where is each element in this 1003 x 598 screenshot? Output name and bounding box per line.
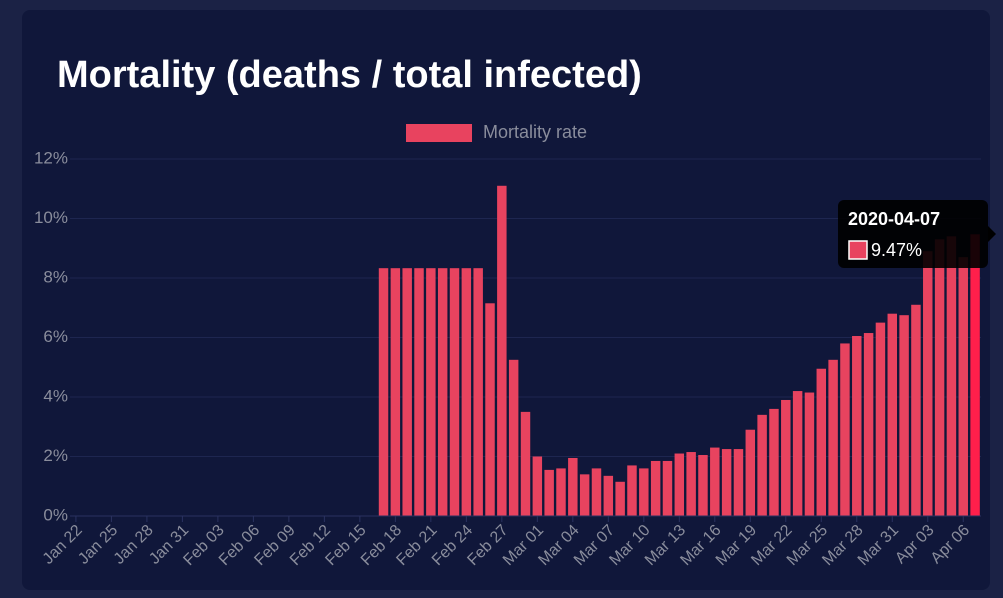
y-tick-label: 8% [43, 267, 68, 286]
bar [568, 457, 578, 516]
bar [721, 449, 732, 516]
bar [863, 333, 874, 516]
y-tick-label: 6% [43, 327, 68, 346]
bar [473, 268, 483, 516]
legend-swatch [406, 124, 472, 142]
bar [934, 239, 945, 516]
bar [970, 234, 980, 516]
bar [485, 303, 495, 516]
bar [437, 268, 448, 516]
bar [615, 481, 625, 516]
bar [674, 453, 685, 516]
bar [698, 455, 708, 516]
bar [946, 236, 957, 516]
bar [745, 429, 756, 516]
bar [828, 359, 838, 516]
bar [816, 368, 827, 516]
y-tick-label: 10% [34, 208, 68, 227]
bar [461, 268, 472, 516]
chart-title: Mortality (deaths / total infected) [57, 54, 642, 96]
bar [378, 268, 389, 516]
bar [520, 411, 531, 516]
bar [497, 185, 507, 516]
y-tick-label: 2% [43, 446, 68, 465]
y-tick-label: 0% [43, 505, 68, 524]
bar [508, 359, 519, 516]
bar [662, 460, 673, 516]
bar [887, 313, 897, 516]
bar [840, 343, 850, 516]
bar [639, 468, 649, 516]
bar [650, 460, 661, 516]
bar [769, 408, 779, 516]
bar [852, 336, 862, 516]
y-tick-label: 4% [43, 386, 68, 405]
bar [710, 447, 720, 516]
tooltip-arrow [988, 226, 996, 242]
bar [532, 456, 543, 516]
bar [414, 268, 424, 516]
tooltip-swatch [848, 240, 868, 260]
bar [733, 449, 744, 516]
bar [402, 268, 412, 516]
bar [591, 468, 602, 516]
bar [579, 474, 590, 516]
bar [449, 268, 460, 516]
bar [556, 468, 566, 516]
y-tick-label: 12% [34, 148, 68, 167]
tooltip-box [838, 200, 988, 268]
bar [390, 268, 401, 516]
bar [804, 392, 815, 516]
tooltip-value: 9.47% [871, 240, 922, 260]
legend-label: Mortality rate [483, 122, 587, 142]
bar [958, 257, 968, 516]
bar [686, 452, 696, 516]
bar [544, 469, 554, 516]
bar [757, 414, 767, 516]
bar [923, 251, 933, 516]
bar [875, 322, 886, 516]
bar [911, 304, 921, 516]
bar [899, 315, 909, 516]
bar [603, 475, 614, 516]
bar [792, 391, 803, 516]
bar [426, 268, 436, 516]
bar [627, 465, 637, 516]
bar [781, 399, 791, 516]
tooltip-title: 2020-04-07 [848, 209, 940, 229]
